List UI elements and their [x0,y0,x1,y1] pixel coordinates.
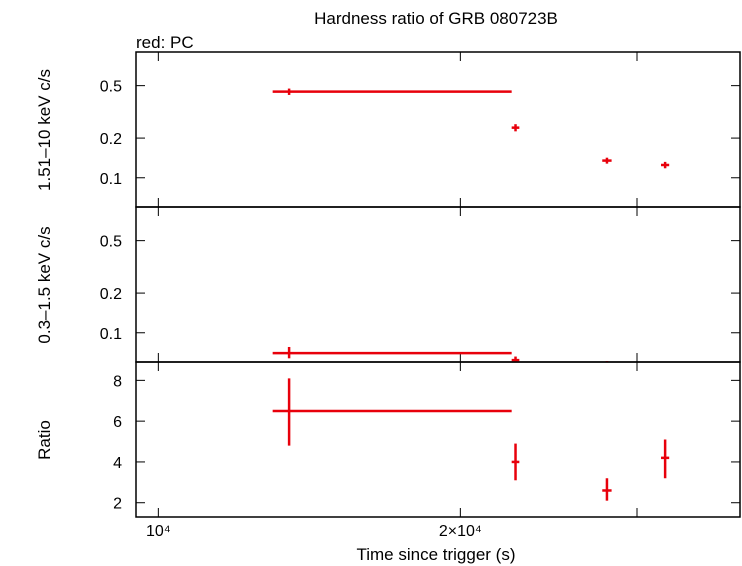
y-tick-label: 0.5 [100,79,122,96]
panel-soft-y-label: 0.3–1.5 keV c/s [35,226,54,343]
y-tick-label: 6 [113,414,122,431]
panel-ratio-x-ticks [157,362,638,517]
y-tick-label: 4 [113,455,122,472]
x-tick-label: 10⁴ [146,523,171,540]
panel-ratio-y-label: Ratio [35,420,54,460]
panel-hard-y-ticks: 0.5 0.2 0.1 [100,79,740,188]
y-tick-label: 0.2 [100,131,122,148]
y-tick-label: 8 [113,373,122,390]
panel-hard-x-ticks [157,52,638,207]
y-tick-label: 0.5 [100,234,122,251]
y-tick-label: 0.2 [100,286,122,303]
panel-hard-points [272,88,670,169]
panel-ratio-points [272,378,670,501]
panel-ratio-y-ticks: 8 6 4 2 [113,373,740,513]
y-tick-label: 0.1 [100,326,122,343]
x-axis-label: Time since trigger (s) [356,545,515,564]
panel-hard-y-label: 1.51–10 keV c/s [35,69,54,191]
panel-soft-frame [135,206,741,363]
panel-soft-y-ticks: 0.5 0.2 0.1 [100,234,740,343]
panel-ratio-frame [135,361,741,518]
x-tick-labels: 10⁴ 2×10⁴ [146,523,482,540]
panel-hard: 0.5 0.2 0.1 1.51–10 keV c/s [35,51,741,208]
chart-title: Hardness ratio of GRB 080723B [314,9,558,28]
panel-soft-points [272,346,609,362]
panel-soft: 0.5 0.2 0.1 0.3–1.5 keV c/s [35,206,741,363]
panel-soft-x-ticks [157,207,638,362]
y-tick-label: 2 [113,496,122,513]
y-tick-label: 0.1 [100,171,122,188]
panel-hard-frame [135,51,741,208]
panel-ratio: 8 6 4 2 Ratio [35,361,741,518]
chart-subtitle: red: PC [136,33,194,52]
x-tick-label: 2×10⁴ [439,523,482,540]
